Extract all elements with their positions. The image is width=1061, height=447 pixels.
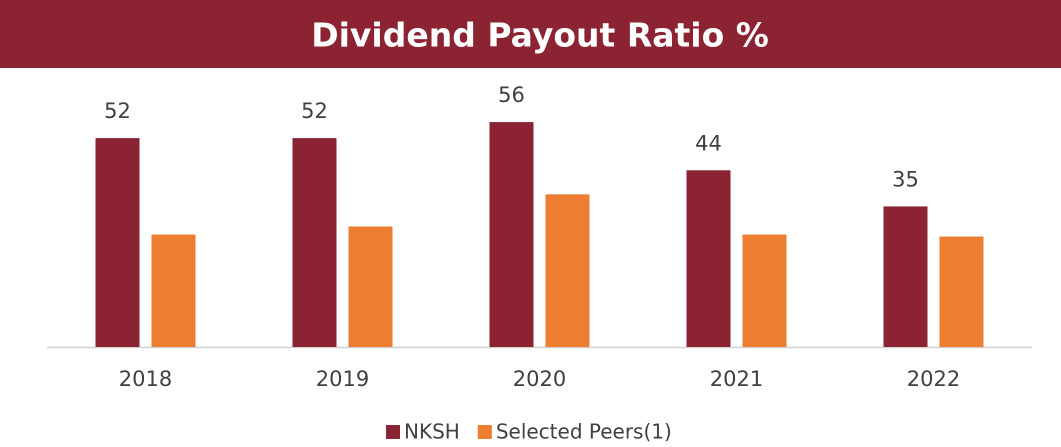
title-banner xyxy=(0,0,1061,68)
legend-label: Selected Peers(1) xyxy=(496,420,672,444)
data-label: 35 xyxy=(892,167,919,191)
legend-swatch xyxy=(477,425,492,439)
legend-label: NKSH xyxy=(404,420,460,444)
bar xyxy=(686,170,731,347)
x-tick-label: 2020 xyxy=(513,367,566,391)
bar xyxy=(348,226,393,347)
data-label: 44 xyxy=(695,131,722,155)
legend-swatch xyxy=(386,425,400,439)
data-label: 52 xyxy=(301,99,328,123)
bar xyxy=(545,194,590,347)
chart-title: Dividend Payout Ratio % xyxy=(311,16,769,55)
x-tick-label: 2022 xyxy=(907,367,960,391)
x-tick-label: 2019 xyxy=(316,367,369,391)
bar xyxy=(742,234,787,347)
bar xyxy=(292,138,337,347)
bar xyxy=(489,122,534,347)
bar xyxy=(883,206,928,347)
data-label: 56 xyxy=(498,83,525,107)
bar xyxy=(151,234,196,347)
bar xyxy=(939,236,984,347)
bar xyxy=(95,138,140,347)
x-tick-label: 2021 xyxy=(710,367,763,391)
data-label: 52 xyxy=(104,99,131,123)
x-tick-label: 2018 xyxy=(119,367,172,391)
